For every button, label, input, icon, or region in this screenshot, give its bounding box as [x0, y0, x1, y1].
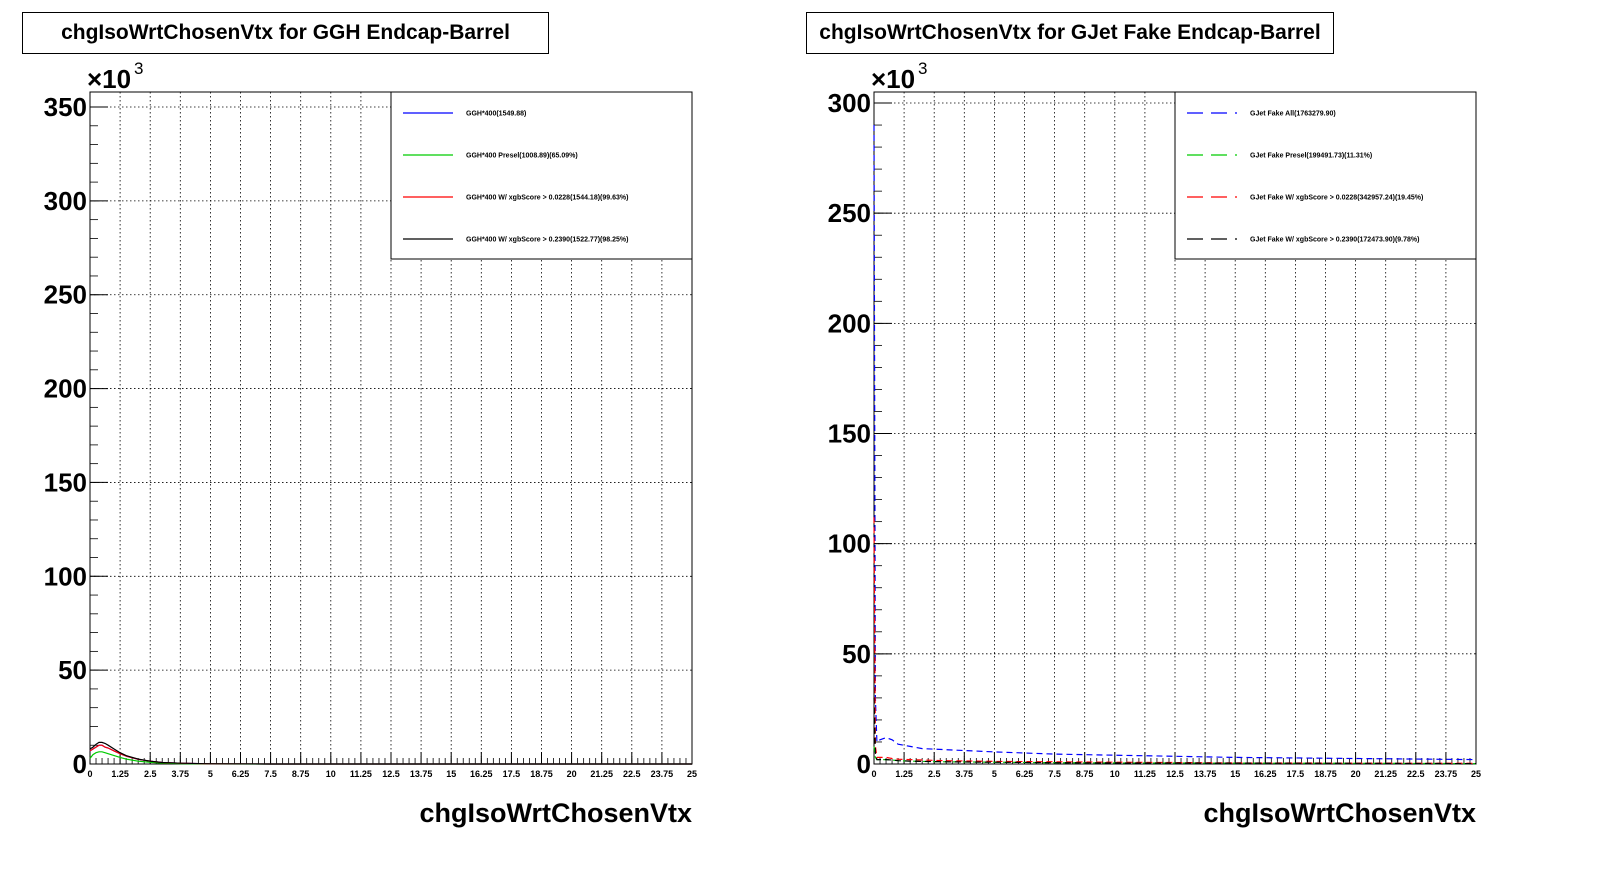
- x-axis-label: chgIsoWrtChosenVtx: [1203, 798, 1476, 828]
- x-tick-label: 15: [1230, 769, 1240, 779]
- x-tick-label: 2.5: [144, 769, 157, 779]
- y-tick-label: 200: [828, 308, 871, 338]
- legend-entry: GJet Fake Presel(199491.73)(11.31%): [1250, 153, 1372, 160]
- y-tick-label: 150: [44, 467, 87, 497]
- x-tick-label: 7.5: [1048, 769, 1061, 779]
- y-tick-label: 300: [828, 88, 871, 118]
- x-tick-label: 20: [1351, 769, 1361, 779]
- legend-entry: GGH*400(1549.88): [466, 111, 526, 118]
- chart-ggh: 0 1.25 2.5 3.75 5 6.25 7.5 8.75 10 11.25 12.5 13.75…: [44, 59, 697, 779]
- y-tick-label: 300: [44, 186, 87, 216]
- x-tick-label: 13.75: [410, 769, 433, 779]
- y-tick-label: 0: [857, 749, 871, 779]
- x-tick-label: 0: [87, 769, 92, 779]
- x-tick-label: 11.25: [1134, 769, 1156, 779]
- x-tick-label: 20: [567, 769, 577, 779]
- x-tick-label: 16.25: [470, 769, 493, 779]
- x-tick-label: 21.25: [590, 769, 613, 779]
- chart-gjet: 0 1.25 2.5 3.75 5 6.25 7.5 8.75 10 11.25 12.5 13.75…: [828, 59, 1481, 779]
- legend-entry: GGH*400 W/ xgbScore > 0.0228(1544.18)(99…: [466, 195, 628, 202]
- x-tick-label: 18.75: [530, 769, 553, 779]
- x-tick-label: 17.5: [1287, 769, 1305, 779]
- x-tick-label: 7.5: [264, 769, 277, 779]
- legend-entry: GGH*400 Presel(1008.89)(65.09%): [466, 153, 578, 160]
- x-tick-label: 23.75: [651, 769, 674, 779]
- x-tick-label: 15: [446, 769, 456, 779]
- y-tick-label: 100: [44, 561, 87, 591]
- x-tick-label: 17.5: [503, 769, 521, 779]
- chart-title: chgIsoWrtChosenVtx for GJet Fake Endcap-…: [806, 12, 1334, 54]
- y-tick-label: 0: [73, 749, 87, 779]
- y-tick-label: 250: [828, 198, 871, 228]
- x-tick-label: 22.5: [623, 769, 641, 779]
- x-tick-label: 25: [687, 769, 697, 779]
- chart-title: chgIsoWrtChosenVtx for GGH Endcap-Barrel: [22, 12, 549, 54]
- x-tick-label: 21.25: [1374, 769, 1397, 779]
- series-line-4: [873, 697, 1477, 765]
- y-tick-label: 350: [44, 92, 87, 122]
- x-tick-label: 11.25: [350, 769, 372, 779]
- y-tick-label: 50: [58, 655, 87, 685]
- x-tick-label: 3.75: [172, 769, 190, 779]
- legend-box: [1174, 91, 1477, 260]
- x-tick-label: 1.25: [895, 769, 913, 779]
- legend-box: [390, 91, 693, 260]
- x-tick-label: 18.75: [1314, 769, 1337, 779]
- x-tick-label: 5: [208, 769, 213, 779]
- x-tick-label: 5: [992, 769, 997, 779]
- x-tick-label: 2.5: [928, 769, 941, 779]
- x-tick-label: 8.75: [1076, 769, 1094, 779]
- y-tick-label: 250: [44, 280, 87, 310]
- y-tick-label: 200: [44, 374, 87, 404]
- y-multiplier-exponent: 3: [918, 59, 927, 78]
- x-tick-label: 23.75: [1435, 769, 1458, 779]
- x-tick-label: 0: [871, 769, 876, 779]
- y-multiplier-label: ×10: [871, 64, 915, 94]
- x-tick-label: 25: [1471, 769, 1481, 779]
- x-tick-label: 12.5: [382, 769, 400, 779]
- x-tick-label: 10: [326, 769, 336, 779]
- x-tick-label: 6.25: [232, 769, 250, 779]
- x-tick-label: 6.25: [1016, 769, 1034, 779]
- x-tick-label: 16.25: [1254, 769, 1277, 779]
- x-tick-label: 13.75: [1194, 769, 1217, 779]
- legend-entry: GJet Fake W/ xgbScore > 0.0228(342957.24…: [1250, 195, 1423, 202]
- x-tick-label: 1.25: [111, 769, 129, 779]
- x-tick-label: 8.75: [292, 769, 310, 779]
- x-axis-label: chgIsoWrtChosenVtx: [419, 798, 692, 828]
- chart-panel-gjet: chgIsoWrtChosenVtx for GJet Fake Endcap-…: [790, 0, 1580, 874]
- legend-entry: GGH*400 W/ xgbScore > 0.2390(1522.77)(98…: [466, 237, 628, 244]
- chart-panel-ggh: chgIsoWrtChosenVtx for GGH Endcap-Barrel…: [0, 0, 790, 874]
- y-tick-label: 100: [828, 529, 871, 559]
- x-tick-label: 22.5: [1407, 769, 1425, 779]
- y-tick-label: 150: [828, 419, 871, 449]
- x-tick-label: 12.5: [1166, 769, 1184, 779]
- series-line-3: [873, 517, 1477, 764]
- y-multiplier-label: ×10: [87, 64, 131, 94]
- legend-entry: GJet Fake W/ xgbScore > 0.2390(172473.90…: [1250, 237, 1419, 244]
- legend-entry: GJet Fake All(1763279.90): [1250, 111, 1336, 118]
- x-tick-label: 3.75: [956, 769, 974, 779]
- x-tick-label: 10: [1110, 769, 1120, 779]
- y-multiplier-exponent: 3: [134, 59, 143, 78]
- series-line-4: [89, 741, 692, 765]
- y-tick-label: 50: [842, 639, 871, 669]
